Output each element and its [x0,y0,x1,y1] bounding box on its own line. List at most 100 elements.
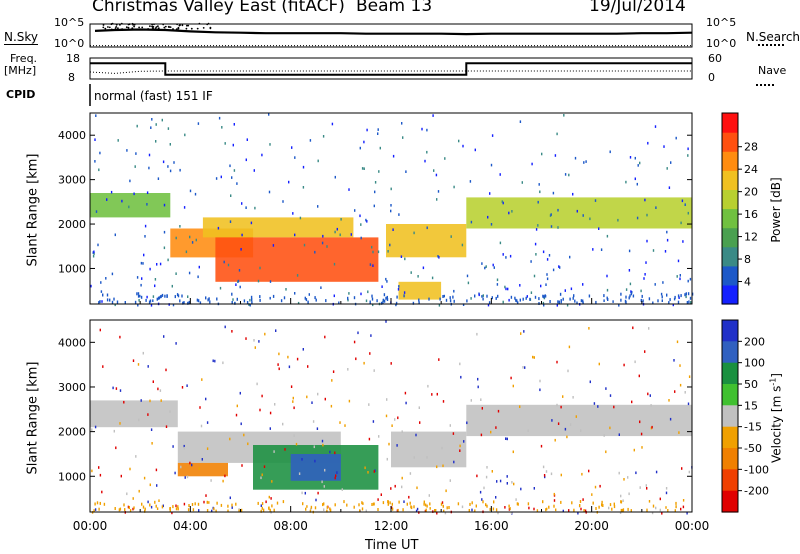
echo-speckle [199,406,201,409]
echo-speckle [687,154,689,157]
echo-speckle [334,476,336,480]
ground-scatter-speckle [603,294,605,298]
echo-speckle [623,478,625,481]
ground-scatter-speckle [469,502,471,506]
echo-speckle [232,298,234,301]
echo-speckle [139,294,141,298]
echo-speckle [306,395,308,399]
y-tick-label: 2000 [58,218,86,231]
ground-scatter-speckle [522,297,524,301]
echo-speckle [655,206,657,209]
echo-speckle [147,500,149,504]
ground-scatter-speckle [346,503,348,507]
echo-speckle [148,153,151,157]
echo-speckle [239,285,241,289]
echo-speckle [385,414,388,418]
plot-title: Christmas Valley East (fitACF) [92,0,345,16]
ground-scatter-speckle [471,501,473,505]
echo-speckle [427,384,429,388]
ground-scatter-speckle [109,298,111,302]
echo-speckle [507,287,509,291]
ground-scatter-speckle [353,505,355,509]
ground-scatter-speckle [397,508,399,512]
echo-speckle [459,449,461,452]
date-label: 19/Jul/2014 [589,0,686,16]
echo-speckle [453,185,455,189]
echo-speckle [489,192,491,195]
ground-scatter-speckle [174,295,176,299]
ground-scatter-speckle [486,294,488,298]
colorbar-tick-label: 15 [744,399,758,412]
echo-speckle [128,205,130,209]
echo-speckle [368,403,370,406]
echo-speckle [424,159,426,163]
ground-scatter-speckle [622,508,625,512]
ground-scatter-speckle [572,296,574,300]
echo-speckle [637,164,639,167]
echo-speckle [257,279,260,283]
echo-speckle [94,508,97,511]
ground-scatter-speckle [491,296,493,300]
echo-speckle [270,497,272,500]
echo-speckle [91,469,93,473]
echo-speckle [313,445,315,449]
echo-speckle [222,361,224,365]
ground-scatter-speckle [372,502,375,506]
echo-speckle [169,143,171,146]
colorbar-frame [721,112,739,305]
echo-speckle [413,456,415,459]
echo-speckle [482,294,484,297]
echo-speckle [391,506,393,509]
echo-speckle [219,286,222,290]
echo-speckle [141,277,143,280]
echo-speckle [438,304,441,307]
echo-speckle [367,471,369,474]
echo-speckle [651,511,654,515]
ground-scatter-speckle [164,294,166,298]
echo-speckle [533,356,535,359]
echo-speckle [160,399,162,402]
ground-scatter-speckle [156,297,158,301]
ground-scatter-speckle [538,297,540,301]
echo-speckle [506,482,508,485]
echo-speckle [152,380,154,383]
echo-speckle [546,258,549,261]
echo-speckle [541,152,543,156]
echo-speckle [538,183,540,186]
echo-speckle [339,233,341,237]
echo-speckle [372,420,375,423]
y-tick-label: 4000 [58,336,86,349]
ground-scatter-speckle [304,296,306,300]
echo-region [466,197,693,229]
echo-speckle [415,509,418,513]
echo-speckle [263,465,266,468]
echo-speckle [478,293,480,297]
ground-scatter-speckle [435,509,437,512]
echo-speckle [453,460,455,464]
nsky-point [120,22,123,25]
echo-speckle [639,486,641,489]
echo-speckle [151,442,153,445]
echo-speckle [644,198,646,202]
echo-speckle [485,475,488,479]
ground-scatter-speckle [495,296,497,300]
echo-speckle [183,446,186,450]
ground-scatter-speckle [169,509,171,512]
nsky-point [175,28,178,30]
echo-speckle [497,511,499,515]
ground-scatter-speckle [468,509,470,512]
ground-scatter-speckle [236,297,238,301]
echo-speckle [230,194,232,197]
echo-speckle [426,456,428,459]
echo-speckle [655,506,657,510]
ground-scatter-speckle [98,507,100,511]
echo-speckle [496,278,499,282]
nsky-point [157,28,160,31]
echo-speckle [682,240,684,243]
echo-speckle [277,363,279,366]
echo-speckle [367,290,369,294]
ground-scatter-speckle [652,301,654,305]
ground-scatter-speckle [207,298,209,302]
ground-scatter-speckle [161,505,164,509]
freq-series-line [90,62,692,76]
